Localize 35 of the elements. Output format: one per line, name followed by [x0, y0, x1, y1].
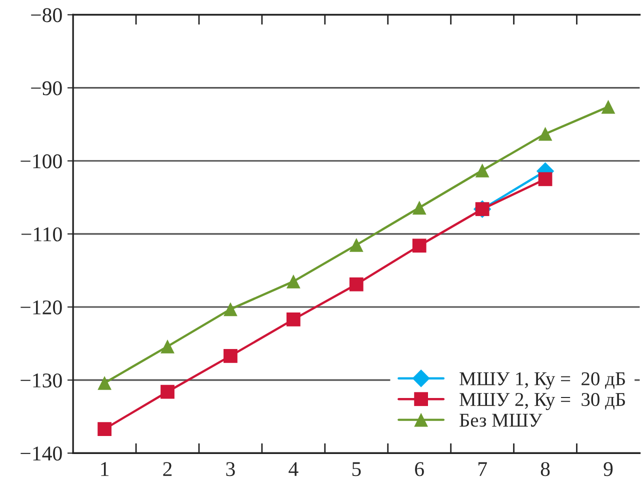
point: [98, 422, 112, 436]
x-tick-label: 1: [101, 462, 109, 476]
point: [412, 200, 426, 215]
y-tick-label: −120: [20, 300, 62, 314]
point: [286, 312, 300, 326]
point: [601, 100, 616, 114]
point: [160, 340, 174, 354]
legend-label: МШУ 1, Ку = 20 дБ: [460, 372, 625, 390]
point: [412, 238, 426, 253]
point: [538, 126, 552, 141]
x-tick-label: 4: [288, 462, 298, 476]
point: [98, 376, 112, 390]
point: [224, 302, 238, 316]
legend-label: Без МШУ: [460, 414, 542, 427]
y-tick-label: −90: [31, 81, 62, 96]
y-tick-label: −80: [31, 8, 62, 22]
y-tick-label: −140: [20, 446, 62, 461]
x-tick-label: 8: [540, 462, 550, 476]
x-tick-label: 6: [415, 462, 424, 476]
point: [160, 384, 174, 399]
point: [349, 277, 364, 292]
point: [224, 349, 238, 363]
point: [475, 163, 490, 178]
x-tick-label: 5: [352, 462, 361, 476]
point: [286, 274, 300, 288]
y-tick-label: −100: [20, 154, 62, 168]
point: [349, 238, 364, 252]
x-tick-label: 7: [478, 462, 487, 476]
x-tick-label: 9: [604, 462, 613, 476]
y-tick-label: −110: [21, 227, 62, 242]
legend-label: МШУ 2, Ку = 30 дБ: [460, 392, 625, 410]
x-tick-label: 3: [226, 462, 235, 476]
point: [538, 172, 552, 186]
x-tick-label: 2: [163, 462, 172, 476]
y-tick-label: −130: [20, 373, 62, 388]
